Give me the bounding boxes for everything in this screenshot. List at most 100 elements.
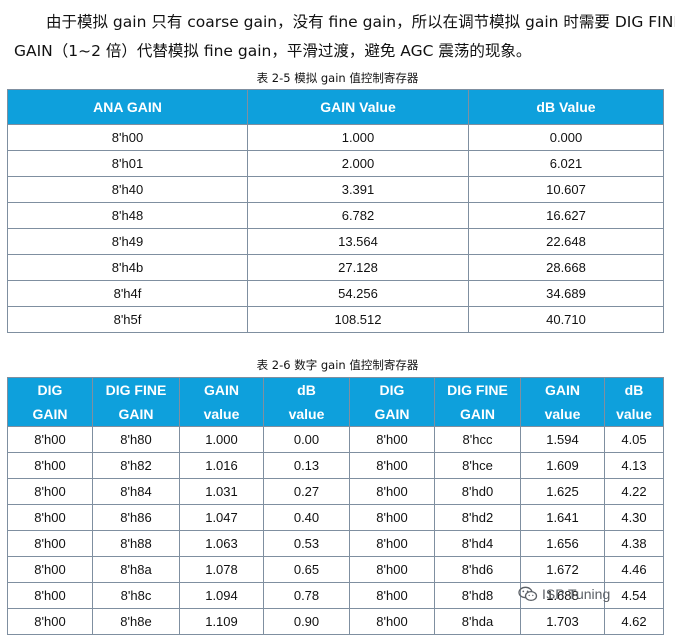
- table-cell: 8'h88: [92, 530, 180, 557]
- table-cell: 8'h00: [7, 608, 93, 635]
- table-row: 8'h01 2.000 6.021: [7, 150, 664, 177]
- table-cell: 8'h86: [92, 504, 180, 531]
- table-cell: 8'h00: [7, 124, 248, 151]
- table-cell: 10.607: [468, 176, 664, 203]
- watermark-text: ISP Tuning: [542, 586, 611, 602]
- table-caption-dig-gain: 表 2-6 数字 gain 值控制寄存器: [256, 358, 419, 372]
- table-cell: 8'h00: [349, 452, 435, 479]
- table-cell: 1.000: [179, 426, 264, 453]
- table-cell: 8'h00: [7, 452, 93, 479]
- table-cell: 8'h4b: [7, 254, 248, 281]
- table-cell: 28.668: [468, 254, 664, 281]
- table-row: 8'h00 8'h88 1.063 0.53 8'h00 8'hd4 1.656 4.38: [7, 530, 664, 557]
- table-cell: 8'hce: [434, 452, 521, 479]
- table-cell: 8'h5f: [7, 306, 248, 333]
- table-cell: 8'h00: [349, 556, 435, 583]
- table-cell: 8'h4f: [7, 280, 248, 307]
- table-cell: 8'h00: [349, 582, 435, 609]
- table-cell: 8'h00: [349, 530, 435, 557]
- table-cell: 8'h8a: [92, 556, 180, 583]
- header-cell-line: value: [203, 406, 240, 422]
- table-cell: 1.594: [520, 426, 605, 453]
- table-cell: 1.703: [520, 608, 605, 635]
- table-cell: 8'h80: [92, 426, 180, 453]
- table-cell: 8'h00: [7, 504, 93, 531]
- header-cell-line: value: [288, 406, 325, 422]
- table-row: 8'h00 8'h8a 1.078 0.65 8'h00 8'hd6 1.672 4.46: [7, 556, 664, 583]
- table-cell: 8'h40: [7, 176, 248, 203]
- table-row: 8'h00 8'h82 1.016 0.13 8'h00 8'hce 1.609 4.13: [7, 452, 664, 479]
- dig-gain-table: DIG GAIN DIG FINE GAIN GAIN value dB value DIG GA…: [7, 377, 664, 635]
- table-cell: 8'hda: [434, 608, 521, 635]
- header-cell: DIG FINE GAIN: [92, 377, 180, 427]
- table-cell: 1.609: [520, 452, 605, 479]
- wechat-icon: [518, 586, 538, 602]
- table-cell: 1.078: [179, 556, 264, 583]
- table-cell: 0.78: [263, 582, 350, 609]
- table-cell: 1.063: [179, 530, 264, 557]
- table-cell: 27.128: [247, 254, 469, 281]
- table-header-row: DIG GAIN DIG FINE GAIN GAIN value dB value DIG GA…: [7, 377, 664, 427]
- table-cell: 8'h00: [349, 478, 435, 505]
- table-row: 8'h40 3.391 10.607: [7, 176, 664, 203]
- table-cell: 1.656: [520, 530, 605, 557]
- table-cell: 4.38: [604, 530, 664, 557]
- table-cell: 8'hd4: [434, 530, 521, 557]
- header-cell-line: DIG FINE: [447, 382, 508, 398]
- table-cell: 0.27: [263, 478, 350, 505]
- table-cell: 0.53: [263, 530, 350, 557]
- table-cell: 6.021: [468, 150, 664, 177]
- table-cell: 8'h00: [7, 556, 93, 583]
- table-header-row: ANA GAIN GAIN Value dB Value: [7, 89, 664, 125]
- table-row: 8'h00 1.000 0.000: [7, 124, 664, 151]
- table-cell: 8'h00: [349, 504, 435, 531]
- table-cell: 0.65: [263, 556, 350, 583]
- header-db-value: dB Value: [468, 89, 664, 125]
- table-cell: 8'h48: [7, 202, 248, 229]
- table-cell: 0.40: [263, 504, 350, 531]
- table-cell: 1.625: [520, 478, 605, 505]
- table-cell: 8'hd2: [434, 504, 521, 531]
- intro-line-1: 由于模拟 gain 只有 coarse gain，没有 fine gain，所以…: [46, 13, 675, 31]
- table-cell: 4.13: [604, 452, 664, 479]
- table-cell: 16.627: [468, 202, 664, 229]
- table-cell: 8'hcc: [434, 426, 521, 453]
- table-cell: 0.00: [263, 426, 350, 453]
- table-cell: 1.094: [179, 582, 264, 609]
- table-row: 8'h00 8'h86 1.047 0.40 8'h00 8'hd2 1.641 4.30: [7, 504, 664, 531]
- table-cell: 1.109: [179, 608, 264, 635]
- header-ana-gain: ANA GAIN: [7, 89, 248, 125]
- table-cell: 40.710: [468, 306, 664, 333]
- table-row: 8'h00 8'h8c 1.094 0.78 8'h00 8'hd8 1.688 4.54: [7, 582, 664, 609]
- table-cell: 8'h84: [92, 478, 180, 505]
- header-cell-line: GAIN: [204, 382, 239, 398]
- table-cell: 8'h8e: [92, 608, 180, 635]
- header-cell-line: GAIN: [118, 406, 154, 422]
- table-cell: 8'h00: [7, 582, 93, 609]
- table-row: 8'h4b 27.128 28.668: [7, 254, 664, 281]
- table-cell: 0.000: [468, 124, 664, 151]
- table-cell: 4.54: [604, 582, 664, 609]
- header-cell-line: dB: [624, 382, 644, 398]
- table-cell: 8'h00: [7, 530, 93, 557]
- table-cell: 0.13: [263, 452, 350, 479]
- table-cell: 8'hd0: [434, 478, 521, 505]
- header-cell: DIG GAIN: [349, 377, 435, 427]
- header-cell: dB value: [263, 377, 350, 427]
- table-cell: 4.05: [604, 426, 664, 453]
- table-cell: 3.391: [247, 176, 469, 203]
- header-cell-line: GAIN: [545, 382, 580, 398]
- header-cell-line: GAIN: [374, 406, 410, 422]
- table-cell: 6.782: [247, 202, 469, 229]
- table-cell: 8'h49: [7, 228, 248, 255]
- table-row: 8'h49 13.564 22.648: [7, 228, 664, 255]
- intro-line-2: GAIN（1~2 倍）代替模拟 fine gain，平滑过渡，避免 AGC 震荡…: [14, 42, 532, 60]
- header-cell-line: GAIN: [460, 406, 495, 422]
- header-cell-line: value: [616, 406, 652, 422]
- table-cell: 4.46: [604, 556, 664, 583]
- table-row: 8'h00 8'h80 1.000 0.00 8'h00 8'hcc 1.594 4.05: [7, 426, 664, 453]
- table-cell: 22.648: [468, 228, 664, 255]
- table-cell: 1.031: [179, 478, 264, 505]
- table-cell: 4.62: [604, 608, 664, 635]
- header-cell: DIG GAIN: [7, 377, 93, 427]
